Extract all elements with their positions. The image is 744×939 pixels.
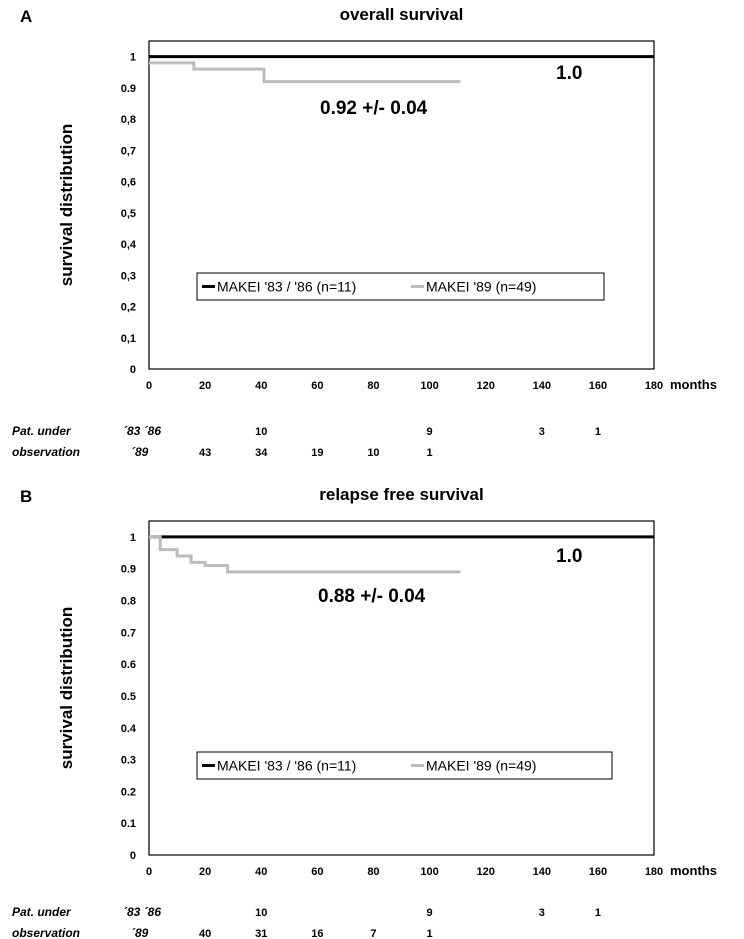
y-tick-label: 0.4 bbox=[121, 723, 137, 735]
chart-title: relapse free survival bbox=[319, 485, 483, 504]
risk-count: 43 bbox=[199, 447, 211, 459]
risk-count: 10 bbox=[367, 447, 379, 459]
panel-letter: B bbox=[20, 487, 32, 506]
y-tick-label: 0,5 bbox=[121, 208, 136, 220]
x-tick-label: 180 bbox=[645, 866, 663, 878]
risk-table-label-line2: observation bbox=[12, 926, 80, 939]
risk-count: 3 bbox=[539, 907, 545, 919]
x-tick-label: 0 bbox=[146, 380, 152, 392]
risk-count: 16 bbox=[311, 928, 323, 939]
y-tick-label: 0 bbox=[130, 850, 136, 862]
panel-letter: A bbox=[20, 7, 32, 26]
y-tick-label: 0,8 bbox=[121, 114, 136, 126]
plot-frame bbox=[148, 40, 655, 370]
legend-box bbox=[196, 272, 605, 301]
legend-entry-makei-83-86: MAKEI '83 / '86 (n=11) bbox=[217, 758, 356, 774]
y-tick-label: 0.8 bbox=[121, 596, 136, 608]
risk-table-label-line1: Pat. under bbox=[12, 905, 72, 919]
risk-count: 1 bbox=[595, 907, 601, 919]
annotation-makei-89: 0.92 +/- 0.04 bbox=[320, 98, 428, 119]
risk-count: 31 bbox=[255, 928, 267, 939]
risk-table-label-line2: observation bbox=[12, 445, 80, 459]
risk-count: 7 bbox=[370, 928, 376, 939]
risk-row-label: ´89 bbox=[131, 926, 149, 939]
x-tick-label: 20 bbox=[199, 380, 211, 392]
x-tick-label: 60 bbox=[311, 380, 323, 392]
risk-count: 40 bbox=[199, 928, 211, 939]
y-tick-label: 0.7 bbox=[121, 627, 136, 639]
risk-row-label: ´89 bbox=[131, 445, 149, 459]
x-tick-label: 40 bbox=[255, 380, 267, 392]
risk-count: 1 bbox=[595, 426, 601, 438]
risk-count: 9 bbox=[426, 426, 432, 438]
risk-row-label: ´83 ´86 bbox=[123, 905, 161, 919]
y-tick-label: 0,4 bbox=[121, 239, 137, 251]
risk-count: 10 bbox=[255, 907, 267, 919]
x-tick-label: 120 bbox=[476, 380, 494, 392]
risk-count: 9 bbox=[426, 907, 432, 919]
x-tick-label: 100 bbox=[420, 866, 438, 878]
x-tick-label: 120 bbox=[476, 866, 494, 878]
y-tick-label: 0.9 bbox=[121, 564, 136, 576]
x-tick-label: 80 bbox=[367, 866, 379, 878]
risk-count: 10 bbox=[255, 426, 267, 438]
legend-box bbox=[196, 751, 613, 780]
y-axis-label: survival distribution bbox=[57, 607, 76, 769]
risk-table-label-line1: Pat. under bbox=[12, 424, 72, 438]
annotation-makei-83-86: 1.0 bbox=[556, 546, 582, 567]
series-line-makei-89 bbox=[149, 61, 461, 84]
x-tick-label: 160 bbox=[589, 866, 607, 878]
risk-count: 19 bbox=[311, 447, 323, 459]
x-tick-label: 80 bbox=[367, 380, 379, 392]
legend-entry-makei-89: MAKEI '89 (n=49) bbox=[426, 279, 536, 295]
x-tick-label: 60 bbox=[311, 866, 323, 878]
y-tick-label: 0.9 bbox=[121, 83, 136, 95]
x-tick-label: 180 bbox=[645, 380, 663, 392]
y-tick-label: 1 bbox=[130, 532, 136, 544]
y-tick-label: 0.6 bbox=[121, 659, 136, 671]
risk-count: 34 bbox=[255, 447, 268, 459]
x-tick-label: 0 bbox=[146, 866, 152, 878]
y-tick-label: 0 bbox=[130, 364, 136, 376]
risk-count: 1 bbox=[426, 447, 432, 459]
x-tick-label: 20 bbox=[199, 866, 211, 878]
plot-frame bbox=[148, 520, 655, 856]
x-tick-label: 100 bbox=[420, 380, 438, 392]
y-tick-label: 0.1 bbox=[121, 818, 136, 830]
legend-entry-makei-89: MAKEI '89 (n=49) bbox=[426, 758, 536, 774]
y-tick-label: 0,6 bbox=[121, 177, 136, 189]
x-tick-label: 160 bbox=[589, 380, 607, 392]
y-tick-label: 1 bbox=[130, 52, 136, 64]
y-tick-label: 0,2 bbox=[121, 302, 136, 314]
y-tick-label: 0.2 bbox=[121, 786, 136, 798]
y-tick-label: 0,1 bbox=[121, 333, 136, 345]
chart-title: overall survival bbox=[340, 5, 464, 24]
y-tick-label: 0,7 bbox=[121, 145, 136, 157]
x-axis-unit: months bbox=[670, 863, 717, 878]
annotation-makei-83-86: 1.0 bbox=[556, 63, 582, 84]
risk-count: 1 bbox=[426, 928, 432, 939]
risk-count: 3 bbox=[539, 426, 545, 438]
x-axis-unit: months bbox=[670, 377, 717, 392]
y-tick-label: 0.5 bbox=[121, 691, 136, 703]
x-tick-label: 140 bbox=[533, 380, 551, 392]
risk-row-label: ´83 ´86 bbox=[123, 424, 161, 438]
x-tick-label: 40 bbox=[255, 866, 267, 878]
y-tick-label: 0.3 bbox=[121, 755, 136, 767]
x-tick-label: 140 bbox=[533, 866, 551, 878]
y-axis-label: survival distribution bbox=[57, 124, 76, 286]
y-tick-label: 0,3 bbox=[121, 270, 136, 282]
annotation-makei-89: 0.88 +/- 0.04 bbox=[318, 586, 426, 607]
series-line-makei-89 bbox=[149, 535, 461, 574]
legend-entry-makei-83-86: MAKEI '83 / '86 (n=11) bbox=[217, 279, 356, 295]
